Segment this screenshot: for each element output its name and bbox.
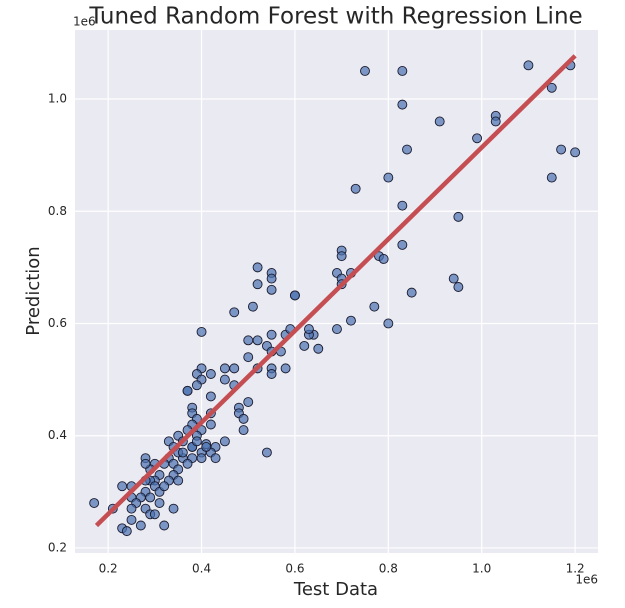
y-tick-label: 1.0	[48, 92, 67, 106]
scatter-point	[238, 425, 249, 436]
x-tick-label: 0.4	[192, 562, 211, 576]
scatter-point	[556, 144, 567, 155]
scatter-point	[453, 282, 464, 292]
scatter-point	[243, 397, 254, 407]
scatter-point	[201, 441, 212, 452]
scatter-point	[145, 492, 156, 503]
scatter-point	[205, 419, 216, 430]
scatter-point	[140, 458, 151, 469]
scatter-point	[397, 66, 408, 76]
scatter-point	[383, 172, 394, 183]
scatter-point	[266, 329, 277, 340]
chart-title: Tuned Random Forest with Regression Line	[88, 4, 582, 30]
scatter-point	[252, 262, 263, 273]
scatter-point	[369, 301, 380, 312]
scatter-point	[266, 369, 277, 379]
x-tick-label: 0.6	[285, 562, 304, 576]
scatter-point	[135, 520, 146, 531]
scatter-point	[196, 453, 207, 464]
y-tick-label: 0.8	[48, 204, 67, 218]
scatter-point	[219, 374, 230, 385]
scatter-point	[89, 498, 100, 509]
scatter-point	[252, 279, 263, 290]
scatter-point	[570, 147, 581, 158]
scatter-point	[402, 144, 412, 155]
x-axis-label: Test Data	[293, 579, 378, 600]
scatter-point	[159, 520, 170, 531]
scatter-point	[383, 318, 394, 329]
regression-line	[94, 54, 577, 528]
scatter-point	[360, 66, 370, 76]
scatter-point	[346, 315, 356, 326]
scatter-point	[173, 475, 184, 486]
y-axis-label: Prediction	[23, 246, 44, 335]
y-tick-label: 0.6	[48, 316, 67, 330]
scatter-point	[332, 324, 342, 335]
scatter-point	[350, 183, 361, 194]
scatter-point	[378, 254, 389, 264]
scatter-point	[266, 284, 277, 295]
scatter-point	[243, 335, 254, 346]
scatter-point	[303, 324, 314, 335]
scatter-point	[299, 340, 310, 351]
scatter-point	[177, 447, 188, 458]
x-offset-label: 1e6	[575, 573, 598, 587]
scatter-point	[219, 363, 230, 374]
scatter-point	[313, 343, 324, 354]
scatter-point	[490, 116, 501, 127]
scatter-point	[182, 458, 193, 469]
scatter-point	[252, 335, 263, 346]
x-tick-label: 1.2	[566, 562, 585, 576]
scatter-point	[261, 447, 272, 458]
y-tick-label: 0.4	[48, 428, 67, 442]
scatter-point	[121, 526, 132, 537]
scatter-point	[210, 453, 221, 464]
scatter-point	[406, 287, 417, 298]
scatter-point	[219, 436, 230, 447]
scatter-point	[336, 251, 347, 262]
scatter-point	[434, 116, 445, 127]
scatter-point	[154, 498, 165, 509]
x-tick-label: 0.2	[99, 562, 118, 576]
y-offset-label: 1e6	[73, 15, 96, 29]
scatter-point	[546, 172, 557, 183]
scatter-point	[159, 481, 170, 492]
scatter-point	[546, 82, 557, 93]
scatter-point	[191, 436, 202, 447]
scatter-point	[205, 369, 216, 379]
scatter-point	[280, 363, 291, 374]
scatter-point	[117, 481, 128, 492]
scatter-point	[247, 301, 258, 312]
scatter-point	[182, 385, 193, 396]
scatter-point	[126, 503, 137, 514]
scatter-point	[149, 509, 160, 520]
scatter-point	[168, 503, 179, 514]
scatter-point	[205, 391, 216, 402]
scatter-point	[472, 133, 483, 144]
scatter-point	[266, 273, 277, 284]
scatter-point	[229, 307, 240, 318]
scatter-point	[126, 514, 137, 525]
x-tick-label: 0.8	[379, 562, 398, 576]
scatter-point	[523, 60, 534, 71]
scatter-point	[397, 239, 408, 250]
scatter-point	[453, 211, 464, 222]
y-tick-label: 0.2	[48, 540, 67, 554]
scatter-point	[243, 352, 254, 363]
scatter-point	[191, 380, 202, 391]
scatter-point	[397, 99, 408, 110]
scatter-point	[229, 363, 240, 374]
scatter-point	[397, 200, 408, 211]
x-tick-label: 1.0	[472, 562, 491, 576]
scatter-point	[238, 413, 249, 424]
scatter-point	[196, 326, 207, 337]
scatter-point	[448, 273, 459, 284]
scatter-point	[289, 290, 300, 301]
